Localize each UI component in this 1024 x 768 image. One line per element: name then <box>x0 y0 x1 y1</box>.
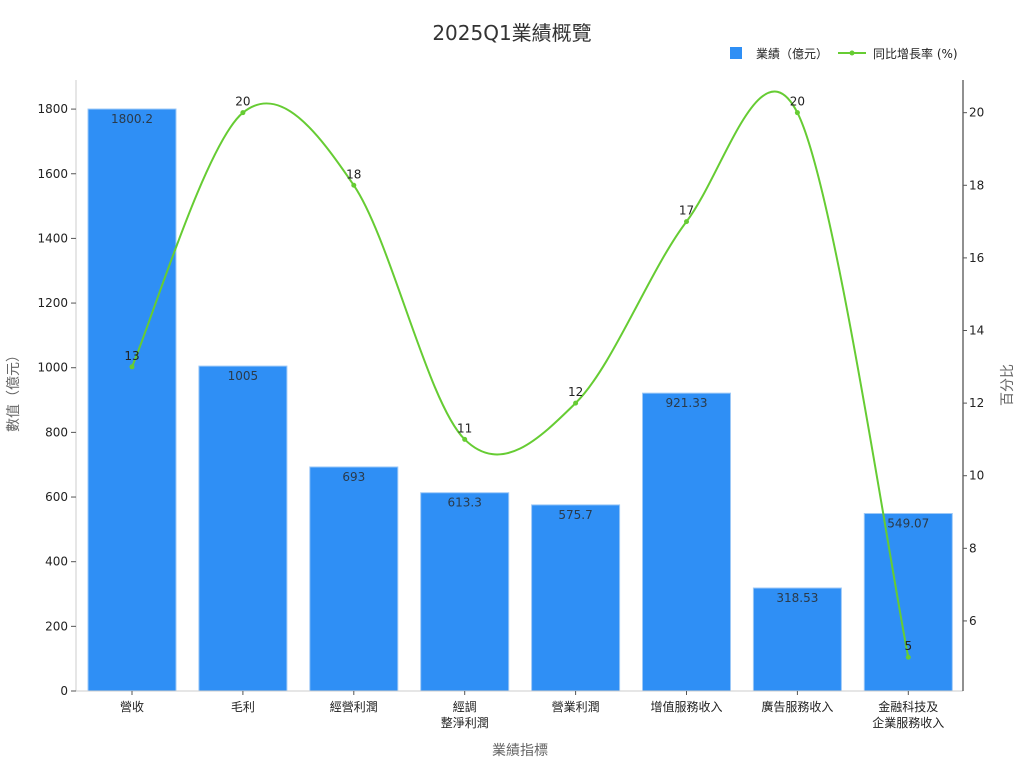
legend: 業績（億元） 同比增長率 (%) <box>730 46 958 61</box>
y-tick-label: 1400 <box>37 231 68 245</box>
y-axis-title-left: 數值（億元） <box>6 348 22 432</box>
y2-tick-label: 18 <box>969 178 984 192</box>
bar-value-label: 549.07 <box>887 516 929 530</box>
y2-tick-label: 16 <box>969 251 984 265</box>
bar-value-label: 1005 <box>228 369 259 383</box>
x-category-label: 廣告服務收入 <box>761 700 833 714</box>
bar <box>642 392 731 692</box>
line-value-label: 17 <box>679 204 694 218</box>
y-tick-label: 200 <box>45 619 68 633</box>
bar <box>863 512 953 692</box>
y-axis-title-right: 百分比 <box>1000 364 1016 406</box>
line-value-label: 13 <box>124 349 139 363</box>
legend-bar-label: 業績（億元） <box>756 47 828 61</box>
line-series: 13 20 18 11 12 17 20 5 <box>124 90 912 660</box>
bar <box>531 504 621 692</box>
x-category-label: 營收 <box>120 700 144 714</box>
line-value-label: 12 <box>568 385 583 399</box>
y-tick-label: 0 <box>60 684 68 698</box>
bar-value-label: 575.7 <box>558 508 592 522</box>
bar <box>752 587 842 692</box>
y-tick-label: 1800 <box>37 102 68 116</box>
line-value-label: 18 <box>346 167 361 181</box>
growth-rate-line <box>131 90 910 658</box>
line-marker <box>684 219 689 225</box>
line-value-label: 20 <box>790 95 805 109</box>
y2-tick-label: 14 <box>969 323 984 337</box>
line-marker <box>462 436 468 442</box>
line-marker <box>573 400 579 406</box>
x-category-label: 經營利潤 <box>330 700 378 714</box>
line-marker <box>240 110 246 116</box>
axes: 0200400600800100012001400160018006810121… <box>37 80 984 698</box>
bar-value-label: 921.33 <box>666 396 708 410</box>
bar-series: 1800.2 1005 693 613.3 575.7 921.33 318.53 549.0… <box>87 108 953 692</box>
bar-value-label: 318.53 <box>776 591 818 605</box>
bar-value-label: 613.3 <box>448 496 482 510</box>
y-tick-label: 400 <box>45 555 68 569</box>
legend-bar-swatch-icon <box>730 47 742 59</box>
y-tick-label: 1600 <box>37 167 68 181</box>
x-category-label: 營業利潤 <box>552 700 600 714</box>
line-value-label: 5 <box>904 639 912 653</box>
y-tick-label: 1000 <box>37 361 68 375</box>
x-category-label: 毛利 <box>231 700 255 714</box>
y2-tick-label: 10 <box>969 469 984 483</box>
y2-tick-label: 8 <box>969 541 977 555</box>
legend-line-label: 同比增長率 (%) <box>873 46 958 61</box>
x-category-label: 金融科技及企業服務收入 <box>872 699 944 730</box>
bar <box>198 365 288 692</box>
y-tick-label: 600 <box>45 490 68 504</box>
chart-title: 2025Q1業績概覽 <box>432 21 591 45</box>
x-category-label: 增值服務收入 <box>650 699 722 714</box>
line-value-label: 11 <box>457 421 472 435</box>
bar <box>87 108 177 692</box>
line-value-label: 20 <box>235 95 250 109</box>
bar <box>420 492 510 692</box>
x-axis-title: 業績指標 <box>492 743 548 759</box>
line-marker <box>794 110 800 116</box>
bar <box>309 466 399 692</box>
line-marker <box>905 654 911 660</box>
bar-value-label: 693 <box>342 470 365 484</box>
y-tick-label: 1200 <box>37 296 68 310</box>
legend-line-marker-icon <box>849 50 855 56</box>
bar-value-label: 1800.2 <box>111 112 153 126</box>
line-marker <box>351 182 357 188</box>
x-category-label: 經調整淨利潤 <box>441 700 489 730</box>
y2-tick-label: 12 <box>969 396 984 410</box>
y2-tick-label: 6 <box>969 614 977 628</box>
x-axis-category-labels: 營收 毛利 經營利潤 經調整淨利潤 營業利潤 增值服務收入 廣告服務收入 金融科技及企業服務收… <box>120 691 944 730</box>
y-tick-label: 800 <box>45 425 68 439</box>
y2-tick-label: 20 <box>969 106 984 120</box>
line-marker <box>129 364 135 370</box>
